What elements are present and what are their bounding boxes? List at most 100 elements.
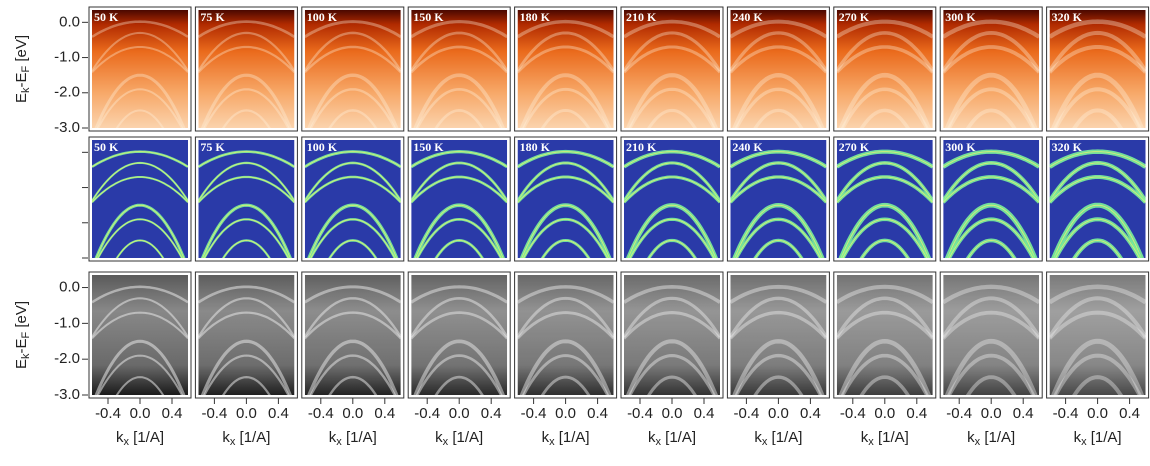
x-label-part: [1/A] <box>874 429 909 446</box>
panel-frame <box>728 8 829 130</box>
x-axis-label: kx [1/A] <box>861 429 909 448</box>
band <box>753 108 804 128</box>
panel-border <box>1046 6 1150 132</box>
panel-border <box>194 136 298 262</box>
panel-label: 270 K <box>839 10 870 24</box>
x-tick-label: 0.4 <box>268 405 289 422</box>
band <box>1053 353 1142 395</box>
band <box>647 375 697 395</box>
band <box>732 339 825 395</box>
band <box>517 31 614 72</box>
x-label-part: x <box>762 436 768 448</box>
panel-border <box>939 6 1043 132</box>
band <box>434 375 484 395</box>
x-label-part: k <box>861 429 869 446</box>
panel-frame <box>1047 138 1148 260</box>
shade <box>943 275 1040 395</box>
band <box>307 339 399 395</box>
panel-label: 180 K <box>520 140 551 154</box>
band <box>198 176 295 203</box>
band <box>624 45 720 74</box>
x-label-part: [1/A] <box>1087 429 1122 446</box>
band <box>522 354 610 395</box>
band <box>92 31 188 72</box>
panel-frame <box>515 138 616 260</box>
x-label-part: [1/A] <box>980 429 1015 446</box>
band <box>965 108 1017 128</box>
x-tick-label: 0.0 <box>768 405 789 422</box>
band <box>943 31 1040 72</box>
band <box>838 339 932 395</box>
x-label-part: [1/A] <box>448 429 483 446</box>
x-axis-label: kx [1/A] <box>222 429 270 448</box>
band <box>943 45 1040 74</box>
x-label-part: k <box>116 429 124 446</box>
band <box>94 73 186 128</box>
x-tick-label: -0.4 <box>840 405 866 422</box>
image-bg <box>517 10 614 128</box>
x-label-part: k <box>648 429 656 446</box>
band <box>517 19 614 39</box>
x-label-part: [1/A] <box>342 429 377 446</box>
x-axis-label: kx [1/A] <box>542 429 590 448</box>
panel-frame <box>941 273 1042 397</box>
band <box>411 162 508 202</box>
x-label-part: [1/A] <box>129 429 164 446</box>
panel-label: 180 K <box>520 10 551 24</box>
x-label-part: [1/A] <box>555 429 590 446</box>
panel-image <box>411 140 508 258</box>
panel-label: 75 K <box>200 140 225 154</box>
x-tick-label: 0.0 <box>1087 405 1108 422</box>
x-tick-label: -0.4 <box>414 405 440 422</box>
band <box>948 218 1034 258</box>
band <box>1053 204 1142 258</box>
x-tick-label: 0.0 <box>662 405 683 422</box>
shade <box>1049 275 1146 395</box>
x-label-part: x <box>230 436 236 448</box>
x-label-part: x <box>336 436 342 448</box>
band <box>1049 162 1146 202</box>
band <box>836 310 933 340</box>
panel-label: 50 K <box>94 140 119 154</box>
band <box>1049 284 1146 305</box>
panel-frame <box>834 273 935 397</box>
x-label-part: x <box>868 436 874 448</box>
y-label-part: E <box>13 93 30 103</box>
band <box>517 296 614 338</box>
band <box>730 151 827 168</box>
x-tick-label: 0.4 <box>800 405 821 422</box>
band <box>734 87 823 128</box>
band <box>730 310 827 340</box>
x-tick-label: 0.0 <box>874 405 895 422</box>
band <box>840 204 930 258</box>
image-bg <box>92 10 188 128</box>
x-tick-label: 0.0 <box>236 405 257 422</box>
band <box>730 45 827 74</box>
x-axis-label: kx [1/A] <box>435 429 483 448</box>
panel-border <box>939 136 1043 262</box>
panel-label: 75 K <box>200 10 225 24</box>
band <box>97 218 183 258</box>
panel-border <box>88 6 192 132</box>
panel-image <box>517 140 614 258</box>
y-axis-label: Ek-EF [eV] <box>13 35 32 103</box>
panel-label: 100 K <box>307 10 338 24</box>
band <box>540 108 591 128</box>
band <box>943 296 1040 339</box>
panel-border <box>620 136 724 262</box>
x-label-part: x <box>123 436 129 448</box>
band <box>947 353 1036 395</box>
panel-frame <box>622 273 722 397</box>
band <box>203 88 290 128</box>
y-label-part: k <box>20 353 32 359</box>
panel-label: 300 K <box>945 140 976 154</box>
band <box>1051 72 1145 128</box>
band <box>198 162 295 202</box>
panel-image <box>92 10 188 128</box>
band <box>624 19 720 39</box>
panel-frame <box>196 138 297 260</box>
band <box>94 339 186 395</box>
band <box>92 285 188 304</box>
band <box>944 72 1038 128</box>
